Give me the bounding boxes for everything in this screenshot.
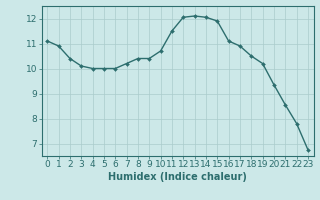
X-axis label: Humidex (Indice chaleur): Humidex (Indice chaleur): [108, 172, 247, 182]
